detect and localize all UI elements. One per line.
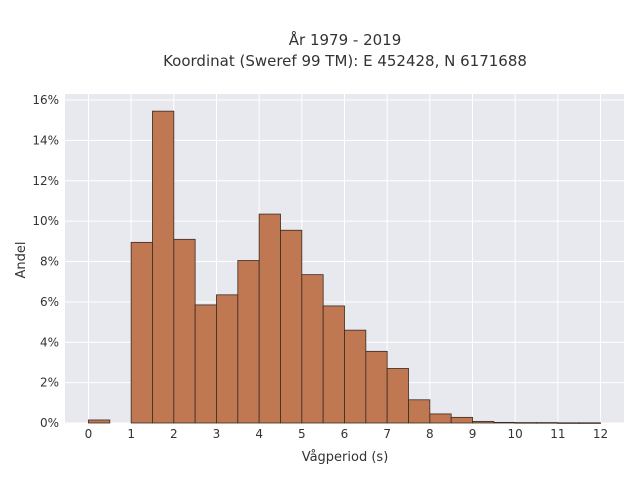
histogram-bar [450, 416, 473, 424]
x-tick-label: 7 [383, 427, 391, 441]
y-tick-label: 6% [40, 295, 59, 309]
x-tick-label: 9 [469, 427, 477, 441]
x-tick-label: 1 [127, 427, 135, 441]
histogram-bar [514, 422, 537, 424]
x-tick-label: 2 [170, 427, 178, 441]
histogram-bar [365, 350, 388, 424]
histogram-bar [301, 274, 324, 424]
histogram-bar [88, 419, 111, 424]
y-tick-label: 14% [32, 133, 59, 147]
x-tick-label: 3 [213, 427, 221, 441]
x-tick-label: 0 [85, 427, 93, 441]
y-tick-label: 0% [40, 416, 59, 430]
chart-title-line1: År 1979 - 2019 [289, 30, 402, 49]
histogram-bar [429, 413, 452, 424]
x-tick-label: 12 [593, 427, 608, 441]
histogram-bar [536, 422, 559, 424]
histogram-bar [280, 229, 303, 424]
y-tick-label: 10% [32, 214, 59, 228]
histogram-bar [258, 213, 281, 424]
histogram-bar [386, 368, 409, 424]
y-tick-label: 2% [40, 376, 59, 390]
histogram-bar [216, 294, 239, 424]
x-tick-label: 6 [341, 427, 349, 441]
histogram-bar [194, 304, 217, 424]
histogram-bar [408, 399, 431, 424]
histogram-bar [344, 329, 367, 424]
x-tick-label: 11 [550, 427, 565, 441]
x-tick-label: 4 [255, 427, 263, 441]
y-tick-label: 12% [32, 174, 59, 188]
x-tick-label: 10 [508, 427, 523, 441]
histogram-bar [472, 420, 495, 424]
y-tick-label: 16% [32, 93, 59, 107]
histogram-bar [130, 241, 153, 424]
histogram-bar [237, 260, 260, 424]
x-tick-label: 8 [426, 427, 434, 441]
x-tick-label: 5 [298, 427, 306, 441]
y-tick-label: 8% [40, 255, 59, 269]
x-axis-label: Vågperiod (s) [302, 450, 389, 465]
histogram-bar [322, 305, 345, 424]
x-axis-ticks: 0 1 2 3 4 5 6 7 8 9 10 11 12 [85, 427, 609, 441]
bars [88, 110, 601, 424]
histogram-bar [557, 422, 580, 424]
y-tick-label: 4% [40, 335, 59, 349]
chart-title-line2: Koordinat (Sweref 99 TM): E 452428, N 61… [163, 52, 527, 70]
histogram-bar [578, 422, 601, 424]
histogram-bar [152, 110, 175, 424]
y-axis-ticks: 0% 2% 4% 6% 8% 10% 12% 14% 16% [32, 93, 59, 430]
histogram-bar [173, 238, 196, 424]
y-axis-label: Andel [14, 242, 29, 279]
histogram-bar [493, 421, 516, 424]
